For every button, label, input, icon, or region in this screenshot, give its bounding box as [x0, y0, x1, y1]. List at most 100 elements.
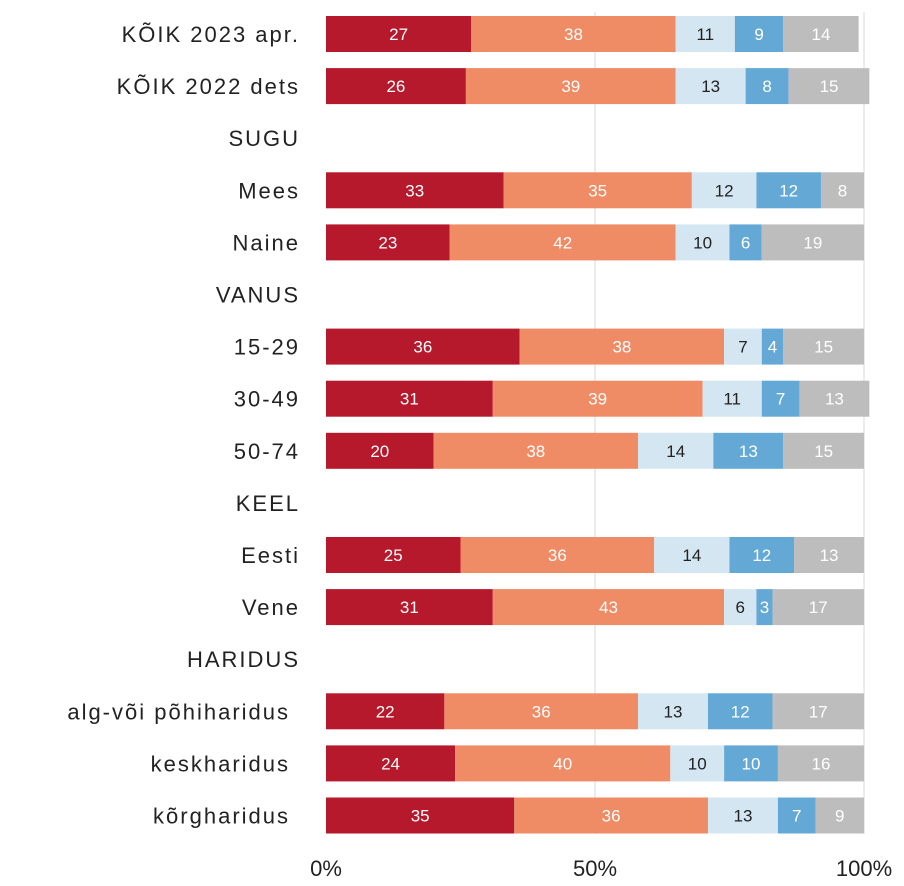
value-label-15-2: 13 [733, 807, 752, 826]
value-label-10-0: 25 [384, 546, 403, 565]
value-label-6-3: 4 [768, 338, 777, 357]
value-label-6-1: 38 [612, 338, 631, 357]
value-label-8-4: 15 [814, 442, 833, 461]
value-label-7-0: 31 [400, 390, 419, 409]
category-label-4: Naine [233, 230, 300, 255]
bar-segment-7-3 [761, 380, 800, 417]
value-label-13-3: 12 [731, 702, 750, 721]
value-label-10-2: 14 [682, 546, 701, 565]
bar-segment-11-4 [772, 589, 864, 626]
bar-segment-4-3 [729, 224, 762, 261]
category-label-8: 50-74 [234, 439, 300, 464]
bar-segment-6-4 [783, 328, 864, 365]
value-label-0-4: 14 [811, 25, 830, 44]
x-tick-label-2: 100% [836, 856, 892, 881]
value-label-3-3: 12 [779, 181, 798, 200]
bar-segment-11-0 [326, 589, 493, 626]
category-label-9: KEEL [236, 491, 300, 516]
category-label-13: alg-või põhiharidus [67, 699, 290, 724]
bar-segment-3-2 [691, 172, 757, 209]
value-label-0-3: 9 [754, 25, 763, 44]
bar-segment-4-4 [761, 224, 864, 261]
bar-segment-3-3 [756, 172, 821, 209]
value-label-8-3: 13 [739, 442, 758, 461]
bar-segment-11-3 [756, 589, 773, 626]
value-label-15-0: 35 [411, 807, 430, 826]
bar-segment-15-2 [707, 797, 778, 834]
bar-segment-0-4 [783, 16, 859, 52]
value-label-13-2: 13 [664, 702, 683, 721]
bar-segment-13-4 [772, 693, 864, 730]
value-label-7-4: 13 [825, 390, 844, 409]
bar-segment-14-4 [777, 745, 864, 782]
value-label-0-1: 38 [564, 25, 583, 44]
value-label-4-1: 42 [553, 233, 572, 252]
bar-segment-7-0 [326, 380, 493, 417]
value-label-6-0: 36 [413, 338, 432, 357]
bar-segment-7-4 [799, 380, 870, 417]
value-label-4-2: 10 [693, 233, 712, 252]
category-label-12: HARIDUS [187, 647, 300, 672]
bar-segment-1-2 [675, 68, 746, 105]
value-label-15-1: 36 [602, 807, 621, 826]
category-label-2: SUGU [228, 126, 300, 151]
value-label-1-4: 15 [820, 77, 839, 96]
category-label-5: VANUS [216, 283, 300, 308]
bar-segment-6-2 [724, 328, 762, 365]
value-label-10-3: 12 [752, 546, 771, 565]
bar-segment-15-1 [514, 797, 708, 834]
bar-segment-4-1 [449, 224, 676, 261]
bar-segment-14-1 [455, 745, 671, 782]
x-tick-label-1: 50% [573, 856, 617, 881]
value-label-4-4: 19 [803, 233, 822, 252]
category-label-14: keskharidus [151, 751, 290, 776]
value-label-14-0: 24 [381, 754, 400, 773]
bar-segment-8-4 [783, 432, 864, 469]
bar-segment-7-1 [492, 380, 703, 417]
bar-segment-6-0 [326, 328, 520, 365]
bar-segment-3-4 [820, 172, 864, 209]
value-label-3-0: 33 [405, 181, 424, 200]
bar-segment-13-1 [444, 693, 639, 730]
bar-segment-6-3 [761, 328, 784, 365]
value-label-1-2: 13 [701, 77, 720, 96]
value-label-1-3: 8 [762, 77, 771, 96]
value-label-10-1: 36 [548, 546, 567, 565]
value-label-7-3: 7 [776, 390, 785, 409]
category-labels: KÕIK 2023 apr. KÕIK 2022 dets SUGU Mees Nain… [67, 22, 300, 829]
bar-segment-1-3 [745, 68, 789, 105]
value-label-0-0: 27 [389, 25, 408, 44]
value-label-6-4: 15 [814, 338, 833, 357]
bar-segment-8-1 [433, 432, 639, 469]
bar-segment-1-0 [326, 68, 466, 105]
bar-segment-6-1 [519, 328, 725, 365]
value-label-7-2: 11 [723, 390, 741, 409]
value-label-8-1: 38 [526, 442, 545, 461]
bar-segment-14-3 [724, 745, 778, 782]
bar-segment-10-3 [729, 537, 795, 573]
bar-segment-1-4 [788, 68, 870, 105]
value-label-1-1: 39 [561, 77, 580, 96]
bar-segment-14-0 [326, 745, 456, 782]
bar-segment-4-2 [675, 224, 730, 261]
bar-segment-13-0 [326, 693, 445, 730]
bar-segment-0-2 [675, 16, 735, 52]
category-label-10: Eesti [241, 543, 300, 568]
value-label-4-0: 23 [378, 233, 397, 252]
bar-segment-15-3 [777, 797, 816, 834]
value-label-8-0: 20 [370, 442, 389, 461]
value-label-13-4: 17 [809, 702, 828, 721]
value-label-15-4: 9 [835, 807, 844, 826]
category-label-15: kõrgharidus [153, 804, 290, 829]
bar-segment-10-4 [794, 537, 864, 573]
category-label-7: 30-49 [234, 387, 300, 412]
category-label-1: KÕIK 2022 dets [117, 74, 300, 99]
value-label-14-1: 40 [553, 754, 572, 773]
value-label-4-3: 6 [741, 233, 750, 252]
bar-segment-14-2 [670, 745, 725, 782]
value-label-11-1: 43 [599, 598, 618, 617]
category-label-6: 15-29 [234, 335, 300, 360]
value-label-0-2: 11 [696, 25, 714, 44]
